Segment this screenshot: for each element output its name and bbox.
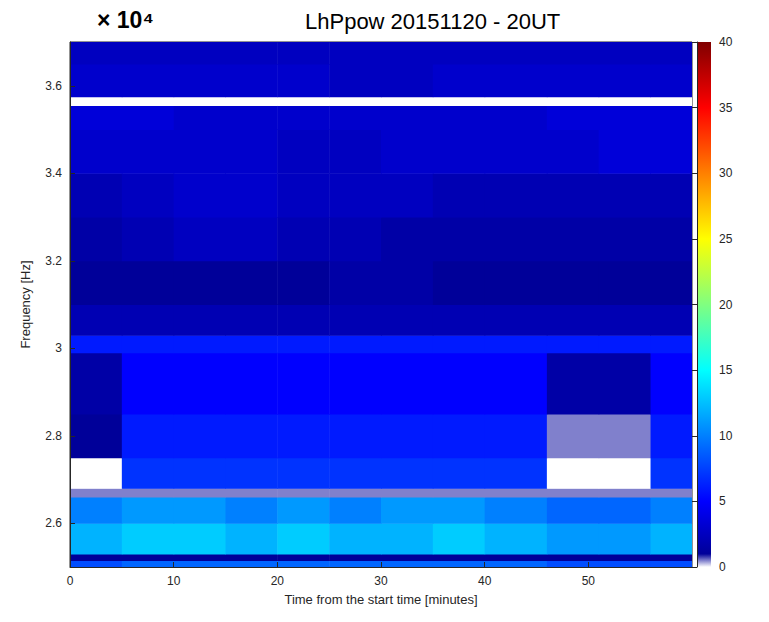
svg-text:15: 15 — [719, 363, 733, 377]
svg-text:40: 40 — [719, 35, 733, 49]
svg-text:LhPpow 20151120 - 20UT: LhPpow 20151120 - 20UT — [305, 9, 560, 34]
svg-text:20: 20 — [271, 574, 285, 588]
svg-text:50: 50 — [582, 574, 596, 588]
svg-text:Time from the start time [minu: Time from the start time [minutes] — [284, 592, 477, 607]
svg-text:2.8: 2.8 — [45, 429, 62, 443]
svg-text:3.6: 3.6 — [45, 79, 62, 93]
svg-text:0: 0 — [719, 560, 726, 574]
svg-text:10: 10 — [167, 574, 181, 588]
svg-text:2.6: 2.6 — [45, 516, 62, 530]
svg-text:× 10⁴: × 10⁴ — [97, 7, 154, 33]
svg-text:3.2: 3.2 — [45, 254, 62, 268]
svg-text:20: 20 — [719, 298, 733, 312]
svg-text:10: 10 — [719, 429, 733, 443]
svg-text:5: 5 — [719, 494, 726, 508]
svg-text:3: 3 — [55, 341, 62, 355]
svg-text:35: 35 — [719, 101, 733, 115]
svg-text:30: 30 — [719, 166, 733, 180]
svg-text:25: 25 — [719, 232, 733, 246]
svg-text:Frequency [Hz]: Frequency [Hz] — [18, 260, 33, 348]
svg-text:30: 30 — [374, 574, 388, 588]
svg-text:0: 0 — [67, 574, 74, 588]
svg-text:3.4: 3.4 — [45, 166, 62, 180]
svg-text:40: 40 — [478, 574, 492, 588]
